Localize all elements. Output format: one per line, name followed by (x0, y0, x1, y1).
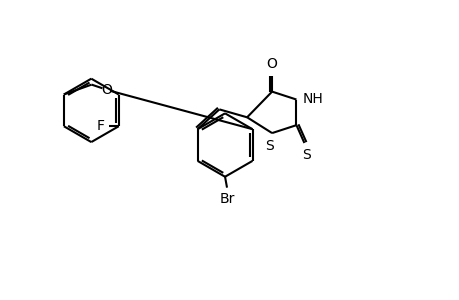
Text: O: O (266, 57, 277, 71)
Text: S: S (302, 148, 310, 162)
Text: S: S (264, 139, 273, 153)
Text: Br: Br (219, 192, 234, 206)
Text: F: F (97, 119, 105, 133)
Text: O: O (101, 82, 112, 97)
Text: NH: NH (302, 92, 323, 106)
